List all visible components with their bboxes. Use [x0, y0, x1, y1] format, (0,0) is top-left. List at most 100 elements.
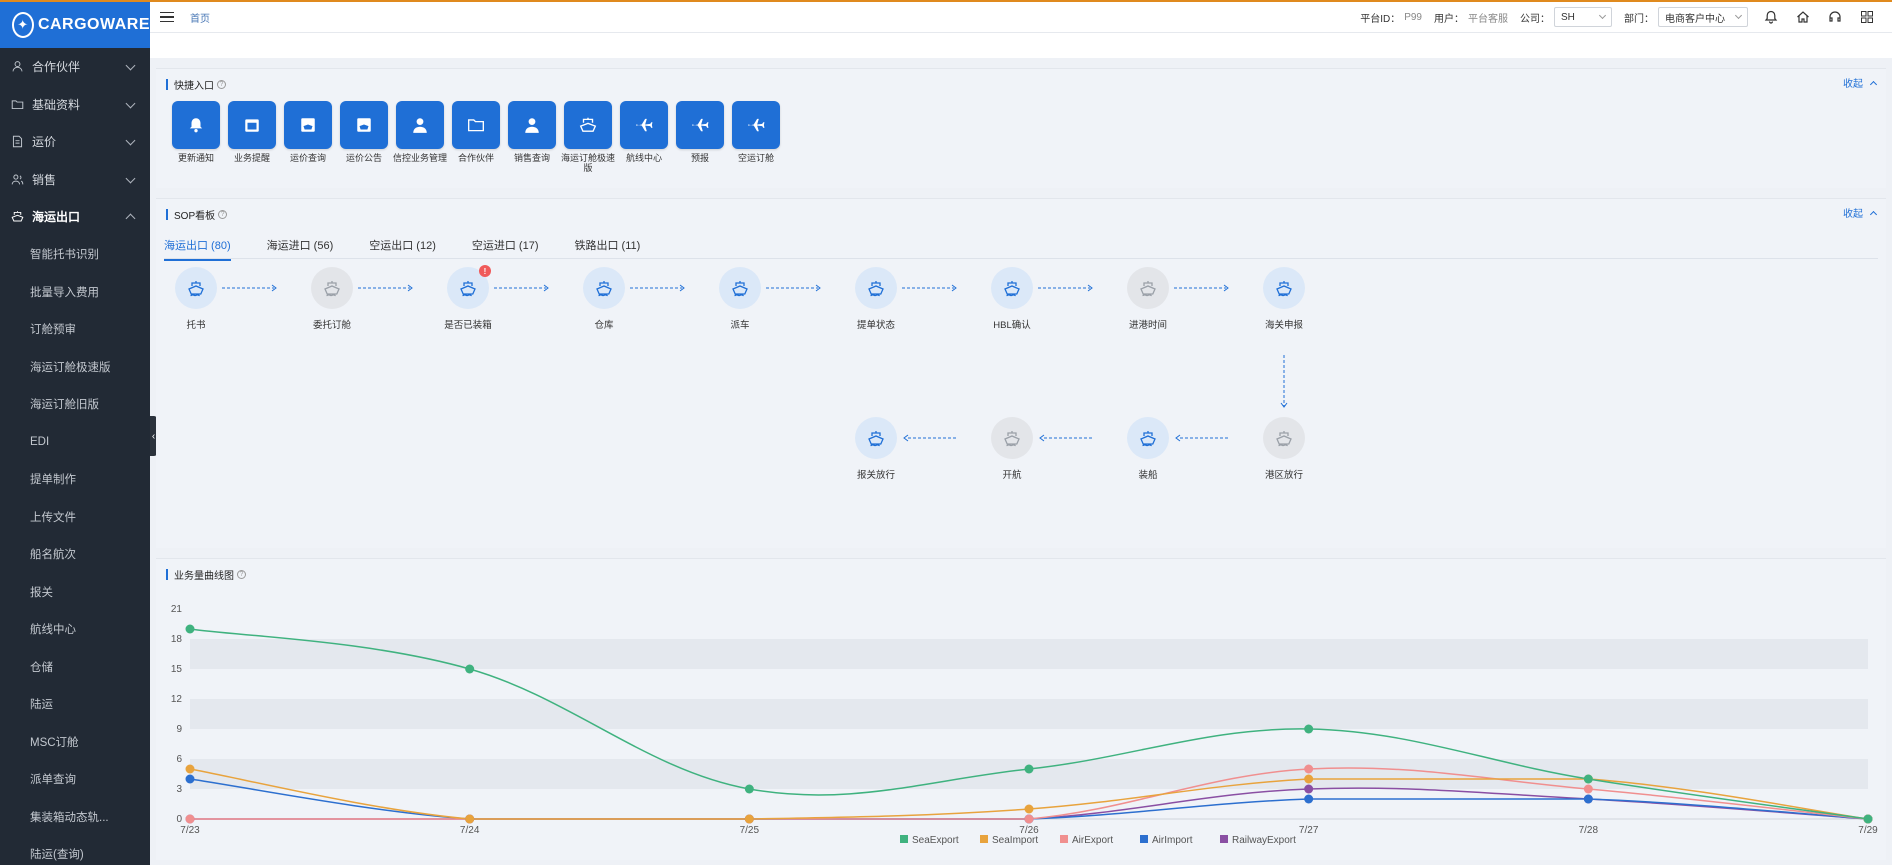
sidebar-subitem[interactable]: 海运订舱旧版 [30, 399, 99, 412]
data-point-AirExport[interactable] [1024, 814, 1034, 824]
sop-tab[interactable]: 海运出口 (80) [164, 237, 231, 261]
sidebar-subitem[interactable]: 智能托书识别 [30, 249, 99, 262]
hamburger-icon[interactable] [160, 11, 174, 23]
sidebar-subitem[interactable]: 海运订舱极速版 [30, 361, 111, 374]
sop-step[interactable]: 海关申报 [1244, 267, 1324, 331]
data-point-SeaExport[interactable] [1863, 814, 1873, 824]
data-point-RailwayExport[interactable] [1304, 784, 1314, 794]
breadcrumb-home[interactable]: 首页 [190, 13, 210, 25]
sidebar-collapse-handle[interactable]: ‹ [150, 416, 157, 456]
help-icon[interactable]: ? [237, 570, 246, 579]
sidebar-subitem[interactable]: 提单制作 [30, 474, 76, 487]
quick-entry-item[interactable]: 更新通知 [168, 101, 224, 173]
sop-step[interactable]: 进港时间 [1108, 267, 1188, 331]
sop-step[interactable]: 派车 [700, 267, 780, 331]
sidebar-subitem[interactable]: 航线中心 [30, 624, 76, 637]
sop-step[interactable]: 港区放行 [1244, 417, 1324, 481]
brand-logo[interactable]: ✦ CARGOWARE [0, 0, 150, 48]
quick-entry-collapse-button[interactable]: 收起 [1843, 75, 1878, 90]
sidebar-subitem[interactable]: 船名航次 [30, 549, 76, 562]
data-point-SeaExport[interactable] [1304, 724, 1314, 734]
sidebar-subitem[interactable]: 集装箱动态轨... [30, 811, 109, 824]
sop-tab[interactable]: 空运进口 (17) [471, 240, 539, 252]
data-point-SeaImport[interactable] [744, 814, 754, 824]
sop-step[interactable]: 开航 [972, 417, 1052, 481]
headset-icon[interactable] [1826, 8, 1844, 26]
quick-entry-item[interactable]: 销售查询 [504, 101, 560, 173]
sop-step[interactable]: 仓库 [564, 267, 644, 331]
ship-icon: ! [447, 265, 491, 309]
quick-entry-item[interactable]: 航线中心 [616, 101, 672, 173]
quick-entry-item[interactable]: 海运订舱极速版 [560, 101, 616, 173]
data-point-AirExport[interactable] [1304, 764, 1314, 774]
sop-tab[interactable]: 铁路出口 (11) [574, 240, 641, 252]
chevron-down-icon [125, 173, 136, 183]
sidebar-group-1[interactable]: 基础资料 [0, 86, 150, 124]
sidebar-subitem[interactable]: 派单查询 [30, 774, 76, 787]
data-point-AirExport[interactable] [185, 814, 195, 824]
legend-label[interactable]: RailwayExport [1232, 835, 1296, 846]
home-icon[interactable] [1794, 8, 1812, 26]
apps-grid-icon[interactable] [1858, 8, 1876, 26]
sidebar-subitem[interactable]: MSC订舱 [30, 736, 79, 749]
sidebar-group-4[interactable]: 海运出口 [0, 198, 150, 236]
sidebar-subitem[interactable]: 订舱预审 [30, 324, 76, 337]
sidebar-subitem[interactable]: 陆运(查询) [30, 849, 84, 862]
sidebar-group-2[interactable]: 运价 [0, 123, 150, 161]
data-point-SeaImport[interactable] [1024, 804, 1034, 814]
y-tick-label: 9 [176, 724, 182, 735]
sop-step[interactable]: HBL确认 [972, 267, 1052, 331]
sop-step[interactable]: 报关放行 [836, 417, 916, 481]
data-point-SeaExport[interactable] [185, 624, 195, 634]
sidebar-subitem[interactable]: 批量导入费用 [30, 286, 99, 299]
legend-swatch[interactable] [1060, 835, 1068, 843]
legend-label[interactable]: SeaImport [992, 835, 1038, 846]
sidebar-subitem[interactable]: 陆运 [30, 699, 53, 712]
data-point-SeaExport[interactable] [465, 664, 475, 674]
sop-step[interactable]: 托书 [156, 267, 236, 331]
legend-swatch[interactable] [980, 835, 988, 843]
quick-entry-item[interactable]: 业务提醒 [224, 101, 280, 173]
ship-icon [1127, 267, 1169, 309]
quick-entry-item[interactable]: 预报 [672, 101, 728, 173]
dept-select[interactable]: 电商客户中心 [1658, 7, 1748, 27]
quick-entry-item[interactable]: 信控业务管理 [392, 101, 448, 173]
data-point-SeaImport[interactable] [1304, 774, 1314, 784]
sidebar-group-0[interactable]: 合作伙伴 [0, 48, 150, 86]
data-point-AirExport[interactable] [1583, 784, 1593, 794]
company-select[interactable]: SH [1554, 7, 1612, 27]
data-point-SeaImport[interactable] [185, 764, 195, 774]
sidebar-subitem[interactable]: 上传文件 [30, 511, 76, 524]
quick-entry-item[interactable]: 运价公告 [336, 101, 392, 173]
sidebar-group-3[interactable]: 销售 [0, 161, 150, 199]
legend-label[interactable]: AirImport [1152, 835, 1193, 846]
data-point-AirImport[interactable] [1583, 794, 1593, 804]
quick-entry-item[interactable]: 合作伙伴 [448, 101, 504, 173]
data-point-SeaImport[interactable] [465, 814, 475, 824]
legend-swatch[interactable] [1140, 835, 1148, 843]
quick-entry-item[interactable]: 空运订舱 [728, 101, 784, 173]
quick-entry-item[interactable]: 运价查询 [280, 101, 336, 173]
sop-step[interactable]: ! 是否已装箱 [428, 265, 508, 331]
bell-icon[interactable] [1762, 8, 1780, 26]
sop-tab[interactable]: 海运进口 (56) [266, 240, 334, 252]
sop-step[interactable]: 提单状态 [836, 267, 916, 331]
sidebar-subitem[interactable]: 报关 [30, 586, 53, 599]
data-point-SeaExport[interactable] [1583, 774, 1593, 784]
help-icon[interactable]: ? [218, 210, 228, 219]
legend-label[interactable]: SeaExport [912, 835, 959, 846]
help-icon[interactable]: ? [217, 80, 226, 89]
sop-tab[interactable]: 空运出口 (12) [369, 240, 436, 252]
sidebar-subitem[interactable]: EDI [30, 435, 50, 448]
sop-step[interactable]: 装船 [1108, 417, 1188, 481]
legend-swatch[interactable] [900, 835, 908, 843]
data-point-SeaExport[interactable] [1024, 764, 1034, 774]
data-point-SeaExport[interactable] [744, 784, 754, 794]
legend-swatch[interactable] [1220, 835, 1228, 843]
data-point-AirImport[interactable] [185, 774, 195, 784]
sop-step[interactable]: 委托订舱 [292, 267, 372, 331]
data-point-AirImport[interactable] [1304, 794, 1314, 804]
legend-label[interactable]: AirExport [1072, 835, 1113, 846]
sidebar-subitem[interactable]: 仓储 [30, 661, 53, 674]
sop-collapse-button[interactable]: 收起 [1843, 205, 1878, 220]
